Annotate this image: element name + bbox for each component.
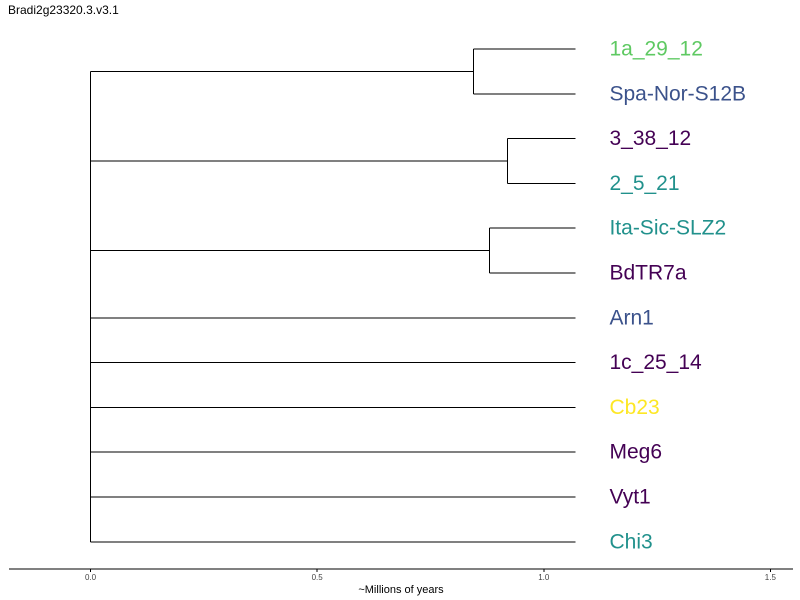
leaf-label: BdTR7a	[609, 262, 686, 285]
leaf-label: Arn1	[609, 306, 653, 329]
figure-title: Bradi2g23320.3.v3.1	[8, 3, 119, 17]
axis-ticks: 0.0 0.5 1.0 1.5	[85, 569, 776, 582]
leaf-label: 1c_25_14	[609, 351, 702, 374]
leaf-label: Vyt1	[609, 486, 650, 509]
leaf-label: 2_5_21	[609, 172, 679, 195]
leaf-label: Ita-Sic-SLZ2	[609, 217, 726, 240]
axis-tick-label: 1.5	[765, 573, 777, 582]
time-axis: 0.0 0.5 1.0 1.5 ~Millions of years	[9, 568, 793, 596]
axis-tick-label: 0.0	[85, 573, 97, 582]
axis-tick-label: 1.0	[538, 573, 550, 582]
leaf-label: Meg6	[609, 441, 662, 464]
leaf-label: Chi3	[609, 530, 652, 553]
leaf-label: Cb23	[609, 396, 659, 419]
axis-tick-label: 0.5	[312, 573, 324, 582]
leaf-label: 1a_29_12	[609, 38, 702, 61]
leaf-label: 3_38_12	[609, 127, 691, 150]
tree-branches	[90, 48, 576, 543]
leaf-labels: 1a_29_12 Spa-Nor-S12B 3_38_12 2_5_21 Ita-Sic…	[609, 38, 746, 554]
axis-title: ~Millions of years	[358, 584, 444, 596]
leaf-label: Spa-Nor-S12B	[609, 82, 746, 105]
